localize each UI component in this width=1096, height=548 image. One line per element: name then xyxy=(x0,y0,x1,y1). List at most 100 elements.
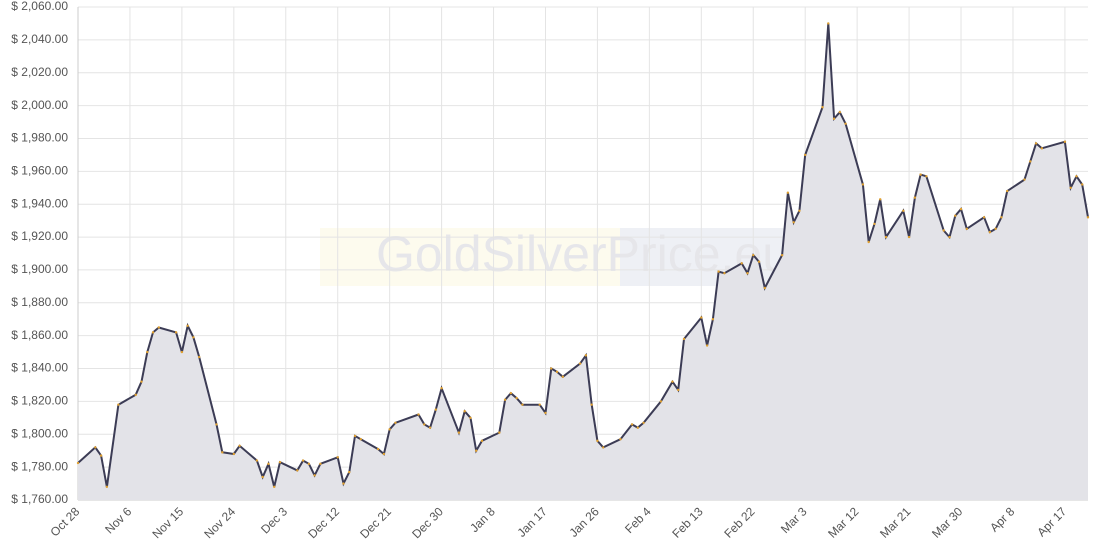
marker xyxy=(740,262,743,265)
marker xyxy=(255,459,259,462)
marker xyxy=(1075,175,1078,178)
marker xyxy=(723,272,726,275)
y-tick-label: $ 2,040.00 xyxy=(11,32,68,46)
marker xyxy=(99,454,103,457)
marker xyxy=(717,270,720,273)
marker xyxy=(376,447,380,451)
x-tick-label: Oct 28 xyxy=(47,504,82,539)
marker xyxy=(994,227,997,231)
y-tick-label: $ 1,800.00 xyxy=(11,426,68,440)
watermark-box xyxy=(320,228,620,286)
marker xyxy=(307,462,311,466)
marker xyxy=(157,326,160,329)
x-tick-label: Jan 8 xyxy=(467,504,498,535)
x-tick-label: Nov 24 xyxy=(201,504,238,541)
marker xyxy=(590,403,593,406)
marker xyxy=(780,253,784,257)
marker xyxy=(498,431,501,434)
marker xyxy=(1086,216,1090,219)
marker xyxy=(428,426,432,429)
marker xyxy=(475,449,478,452)
marker xyxy=(561,375,564,378)
y-tick-label: $ 1,840.00 xyxy=(11,361,68,375)
marker xyxy=(319,462,322,466)
marker xyxy=(988,230,992,234)
marker xyxy=(117,403,120,406)
marker xyxy=(913,196,917,199)
marker xyxy=(700,316,703,319)
y-tick-label: $ 2,060.00 xyxy=(11,0,68,13)
y-tick-label: $ 1,940.00 xyxy=(11,196,68,210)
marker xyxy=(965,227,968,231)
marker xyxy=(434,408,438,411)
x-tick-label: Jan 17 xyxy=(514,504,550,540)
marker xyxy=(146,350,149,354)
x-tick-label: Dec 30 xyxy=(409,504,446,541)
y-tick-label: $ 2,020.00 xyxy=(11,65,68,79)
marker xyxy=(798,209,801,212)
marker xyxy=(873,222,876,226)
marker xyxy=(521,403,524,406)
y-tick-label: $ 1,860.00 xyxy=(11,328,68,342)
x-tick-label: Nov 6 xyxy=(102,504,134,536)
x-tick-label: Apr 8 xyxy=(987,504,1017,534)
marker xyxy=(786,191,790,194)
x-tick-label: Dec 21 xyxy=(357,504,394,541)
y-tick-label: $ 1,980.00 xyxy=(11,131,68,145)
marker xyxy=(763,286,766,290)
marker xyxy=(1029,160,1032,163)
marker xyxy=(907,235,911,239)
marker xyxy=(879,198,882,201)
marker xyxy=(382,452,386,456)
marker xyxy=(902,209,905,212)
marker xyxy=(642,421,645,424)
marker xyxy=(198,355,201,359)
marker xyxy=(267,462,270,466)
marker xyxy=(844,122,847,125)
marker xyxy=(884,235,888,239)
x-tick-label: Mar 12 xyxy=(825,504,862,541)
marker xyxy=(602,446,605,449)
marker xyxy=(959,207,963,211)
marker xyxy=(821,106,824,109)
marker xyxy=(636,426,640,429)
marker xyxy=(705,344,709,347)
y-tick-label: $ 1,900.00 xyxy=(11,262,68,276)
marker xyxy=(463,410,466,413)
marker xyxy=(296,469,299,472)
marker xyxy=(827,22,830,25)
marker xyxy=(221,451,224,454)
marker xyxy=(555,370,559,374)
marker xyxy=(677,388,680,392)
marker xyxy=(671,380,674,383)
marker xyxy=(832,117,836,120)
marker xyxy=(1006,189,1009,193)
marker xyxy=(278,461,282,464)
marker xyxy=(394,421,397,424)
marker xyxy=(925,175,928,178)
marker xyxy=(804,153,807,157)
marker xyxy=(1000,216,1003,219)
x-tick-label: Nov 15 xyxy=(149,504,186,541)
marker xyxy=(313,474,316,477)
marker xyxy=(538,403,541,406)
marker xyxy=(746,272,749,275)
marker xyxy=(186,324,189,328)
marker xyxy=(1034,142,1038,145)
marker xyxy=(550,367,553,370)
marker xyxy=(1040,147,1044,150)
marker xyxy=(105,485,109,489)
marker xyxy=(861,183,865,186)
marker xyxy=(867,240,870,244)
marker xyxy=(417,413,420,416)
marker xyxy=(134,393,137,397)
marker xyxy=(1081,183,1084,186)
marker xyxy=(94,446,97,449)
y-tick-label: $ 1,760.00 xyxy=(11,492,68,506)
marker xyxy=(752,253,755,257)
marker xyxy=(1063,140,1067,143)
marker xyxy=(342,482,345,485)
x-tick-label: Dec 3 xyxy=(258,504,290,536)
marker xyxy=(982,216,986,219)
area xyxy=(78,23,1088,501)
